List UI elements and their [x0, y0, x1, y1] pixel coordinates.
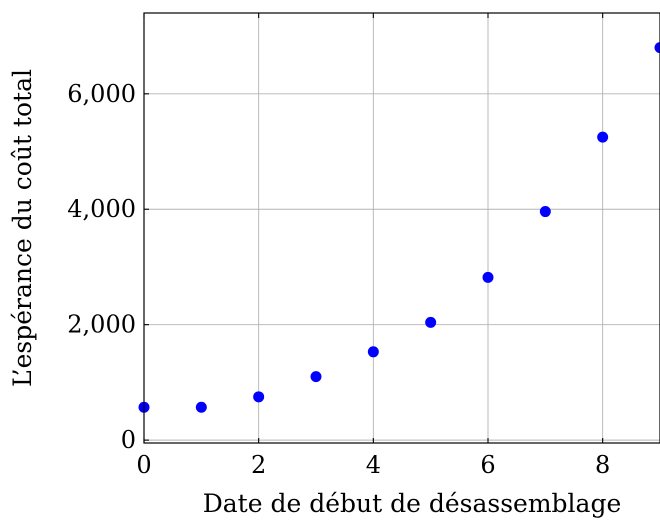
data-point	[539, 206, 551, 218]
data-point	[195, 401, 207, 413]
plot-frame	[143, 12, 660, 444]
data-point	[597, 131, 609, 143]
x-tick-label: 4	[366, 451, 381, 479]
data-point	[654, 42, 660, 54]
x-tick-label: 8	[595, 451, 610, 479]
data-points	[138, 42, 660, 413]
x-tick-labels: 0 2 4 6 8	[136, 451, 610, 479]
y-axis-title: L’espérance du coût total	[8, 69, 37, 387]
y-tick-label: 0	[121, 426, 136, 454]
x-tick-label: 2	[251, 451, 266, 479]
x-tick-label: 0	[136, 451, 151, 479]
y-tick-label: 2,000	[67, 311, 136, 339]
y-tick-label: 6,000	[67, 80, 136, 108]
y-tick-labels: 0 2,000 4,000 6,000	[67, 80, 136, 454]
x-axis-title: Date de début de désassemblage	[203, 489, 622, 518]
data-point	[482, 271, 494, 283]
data-point	[367, 346, 379, 358]
data-point	[310, 371, 322, 383]
data-point	[253, 391, 265, 403]
grid-layer	[143, 13, 660, 443]
x-tick-label: 6	[480, 451, 495, 479]
tick-marks	[143, 13, 604, 443]
y-tick-label: 4,000	[67, 195, 136, 223]
data-point	[425, 316, 437, 328]
